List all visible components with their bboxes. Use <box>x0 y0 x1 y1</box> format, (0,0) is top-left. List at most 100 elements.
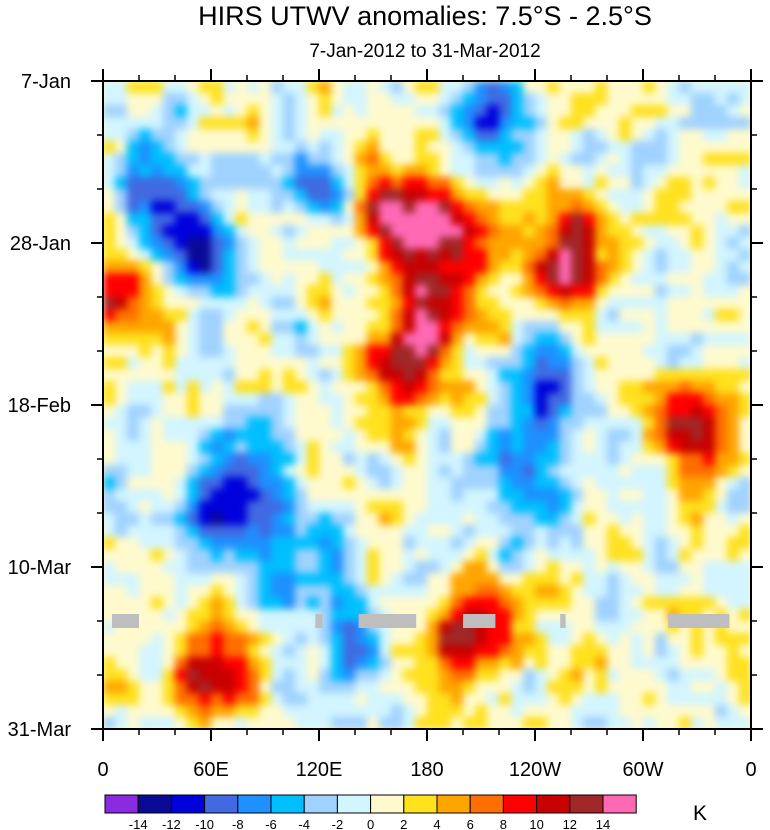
field-cell <box>607 549 620 562</box>
field-cell <box>151 681 164 694</box>
field-cell <box>631 717 644 729</box>
field-cell <box>667 93 680 106</box>
field-cell <box>403 309 416 322</box>
field-cell <box>643 453 656 466</box>
field-cell <box>607 141 620 154</box>
field-cell <box>439 93 452 106</box>
field-cell <box>295 669 308 682</box>
field-cell <box>283 285 296 298</box>
field-cell <box>607 93 620 106</box>
field-cell <box>547 81 560 94</box>
field-cell <box>175 645 188 658</box>
field-cell <box>715 633 728 646</box>
field-cell <box>187 333 200 346</box>
field-cell <box>619 597 632 610</box>
field-cell <box>703 417 716 430</box>
field-cell <box>271 633 284 646</box>
field-cell <box>379 585 392 598</box>
field-cell <box>439 309 452 322</box>
field-cell <box>739 537 751 550</box>
field-cell <box>595 669 608 682</box>
field-cell <box>475 225 488 238</box>
field-cell <box>271 513 284 526</box>
field-cell <box>715 645 728 658</box>
field-cell <box>679 201 692 214</box>
field-cell <box>235 153 248 166</box>
field-cell <box>451 417 464 430</box>
field-cell <box>223 393 236 406</box>
field-cell <box>679 249 692 262</box>
field-cell <box>619 573 632 586</box>
field-cell <box>259 345 272 358</box>
field-cell <box>571 609 584 622</box>
field-cell <box>475 465 488 478</box>
field-cell <box>523 717 536 729</box>
field-cell <box>331 237 344 250</box>
field-cell <box>103 261 116 274</box>
field-cell <box>367 717 380 729</box>
field-cell <box>319 705 332 718</box>
field-cell <box>739 153 751 166</box>
field-cell <box>139 597 152 610</box>
field-cell <box>535 93 548 106</box>
field-cell <box>739 345 751 358</box>
field-cell <box>571 177 584 190</box>
field-cell <box>247 129 260 142</box>
field-cell <box>175 621 188 634</box>
field-cell <box>127 369 140 382</box>
field-cell <box>727 597 740 610</box>
field-cell <box>343 117 356 130</box>
field-cell <box>667 309 680 322</box>
field-cell <box>103 201 116 214</box>
field-cell <box>559 537 572 550</box>
field-cell <box>727 549 740 562</box>
field-cell <box>739 381 751 394</box>
field-cell <box>151 657 164 670</box>
field-cell <box>319 381 332 394</box>
field-cell <box>319 477 332 490</box>
field-cell <box>463 657 476 670</box>
field-cell <box>499 621 512 634</box>
field-cell <box>619 249 632 262</box>
field-cell <box>355 429 368 442</box>
field-cell <box>679 273 692 286</box>
field-cell <box>547 417 560 430</box>
field-cell <box>727 633 740 646</box>
field-cell <box>631 285 644 298</box>
field-cell <box>571 249 584 262</box>
field-cell <box>151 621 164 634</box>
field-cell <box>367 453 380 466</box>
field-cell <box>391 549 404 562</box>
field-cell <box>535 477 548 490</box>
field-cell <box>595 549 608 562</box>
field-cell <box>103 657 116 670</box>
field-cell <box>235 645 248 658</box>
field-cell <box>247 609 260 622</box>
field-cell <box>211 189 224 202</box>
field-cell <box>475 153 488 166</box>
field-cell <box>631 261 644 274</box>
field-cell <box>739 129 751 142</box>
field-cell <box>583 669 596 682</box>
field-cell <box>499 393 512 406</box>
field-cell <box>667 345 680 358</box>
field-cell <box>127 273 140 286</box>
field-cell <box>115 549 128 562</box>
field-cell <box>703 633 716 646</box>
field-cell <box>127 561 140 574</box>
field-cell <box>355 285 368 298</box>
field-cell <box>739 405 751 418</box>
field-cell <box>487 333 500 346</box>
field-cell <box>487 645 500 658</box>
field-cell <box>211 333 224 346</box>
field-cell <box>655 513 668 526</box>
field-cell <box>451 201 464 214</box>
field-cell <box>139 345 152 358</box>
field-cell <box>631 141 644 154</box>
field-cell <box>727 465 740 478</box>
field-cell <box>607 717 620 729</box>
field-cell <box>343 321 356 334</box>
field-cell <box>499 693 512 706</box>
field-cell <box>367 165 380 178</box>
